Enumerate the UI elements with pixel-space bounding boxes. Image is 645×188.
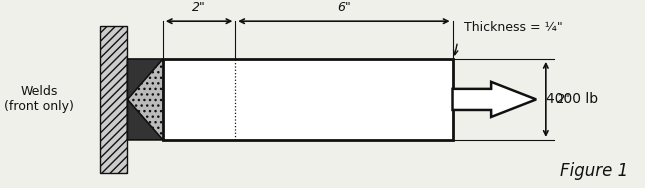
Text: 4000 lb: 4000 lb <box>546 92 598 106</box>
Text: 2": 2" <box>192 1 206 14</box>
Text: Welds
(front only): Welds (front only) <box>4 85 74 113</box>
Polygon shape <box>128 99 163 140</box>
Polygon shape <box>128 59 163 99</box>
Bar <box>128 60 163 139</box>
Polygon shape <box>453 82 536 117</box>
Text: 2": 2" <box>557 93 571 106</box>
Text: Figure 1: Figure 1 <box>560 162 628 180</box>
Bar <box>101 26 128 173</box>
Text: Thickness = ¼": Thickness = ¼" <box>464 21 563 34</box>
Bar <box>163 59 453 140</box>
Text: 6": 6" <box>337 1 351 14</box>
